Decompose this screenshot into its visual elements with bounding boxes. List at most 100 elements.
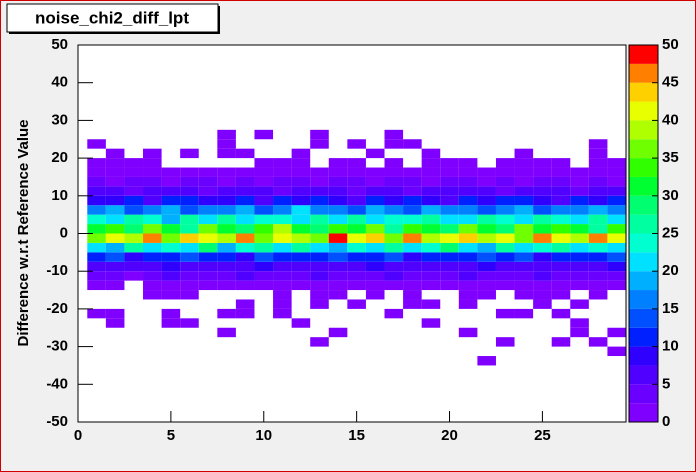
cell: [143, 214, 162, 225]
cell: [347, 242, 366, 253]
z-tick-label: 10: [662, 338, 679, 355]
z-tick-label: 15: [662, 300, 679, 317]
cell: [143, 158, 162, 168]
cell: [180, 224, 199, 234]
cell: [477, 205, 496, 215]
cell: [421, 176, 441, 187]
cell: [235, 195, 255, 206]
color-bar-step: [629, 63, 658, 83]
cell: [235, 308, 255, 319]
cell: [254, 186, 274, 196]
cell: [551, 205, 571, 215]
y-tick-label: 20: [51, 149, 68, 166]
cell: [254, 195, 274, 206]
cell: [347, 280, 366, 291]
cell: [384, 158, 404, 168]
cell: [421, 252, 441, 262]
cell: [514, 271, 534, 281]
title-shadow: [218, 6, 220, 34]
z-tick-label: 35: [662, 149, 679, 166]
cell: [217, 327, 236, 338]
cell: [384, 186, 404, 196]
cell: [477, 233, 496, 243]
cell: [607, 158, 626, 168]
cell: [143, 261, 162, 272]
cell: [570, 214, 589, 225]
cell: [180, 261, 199, 272]
cell: [495, 280, 515, 291]
cell: [421, 299, 441, 309]
cell: [421, 318, 441, 328]
cell: [87, 195, 106, 206]
cell: [198, 167, 218, 177]
cell: [273, 167, 292, 177]
color-bar-step: [629, 346, 658, 366]
cell: [235, 233, 255, 243]
cell: [161, 214, 181, 225]
cell: [588, 167, 608, 177]
cell: [570, 318, 589, 328]
cell: [384, 280, 404, 291]
cell: [180, 195, 199, 206]
cell: [328, 186, 348, 196]
z-tick-label: 30: [662, 187, 679, 204]
cell: [328, 261, 348, 272]
cell: [533, 167, 552, 177]
cells: [87, 129, 626, 366]
cell: [328, 271, 348, 281]
cell: [588, 271, 608, 281]
color-bar-step: [629, 403, 658, 422]
x-tick-label: 10: [255, 427, 272, 444]
cell: [551, 167, 571, 177]
cell: [124, 186, 144, 196]
x-tick-label: 5: [167, 427, 175, 444]
y-tick-label: -50: [46, 413, 68, 430]
cell: [533, 290, 552, 300]
cell: [143, 205, 162, 215]
cell: [310, 252, 329, 262]
cell: [161, 280, 181, 291]
cell: [328, 233, 348, 243]
cell: [588, 280, 608, 291]
cell: [551, 261, 571, 272]
cell: [421, 195, 441, 206]
cell: [458, 158, 478, 168]
cell: [607, 224, 626, 234]
cell: [198, 214, 218, 225]
x-tick-label: 0: [74, 427, 82, 444]
cell: [87, 186, 106, 196]
cell: [514, 167, 534, 177]
cell: [217, 129, 236, 140]
cell: [588, 214, 608, 225]
title-box: [6, 3, 219, 33]
cell: [87, 205, 106, 215]
cell: [180, 214, 199, 225]
cell: [551, 158, 571, 168]
cell: [105, 280, 125, 291]
cell: [217, 167, 236, 177]
cell: [477, 242, 496, 253]
cell: [105, 261, 125, 272]
cell: [310, 205, 329, 215]
cell: [533, 214, 552, 225]
cell: [458, 299, 478, 309]
cell: [533, 176, 552, 187]
cell: [310, 214, 329, 225]
cell: [570, 280, 589, 291]
cell: [514, 176, 534, 187]
cell: [198, 252, 218, 262]
cell: [310, 233, 329, 243]
cell: [161, 318, 181, 328]
cell: [254, 167, 274, 177]
cell: [143, 167, 162, 177]
cell: [254, 158, 274, 168]
cell: [291, 176, 311, 187]
cell: [347, 214, 366, 225]
cell: [254, 271, 274, 281]
cell: [477, 167, 496, 177]
cell: [477, 176, 496, 187]
cell: [105, 205, 125, 215]
cell: [328, 224, 348, 234]
cell: [365, 205, 385, 215]
cell: [477, 214, 496, 225]
